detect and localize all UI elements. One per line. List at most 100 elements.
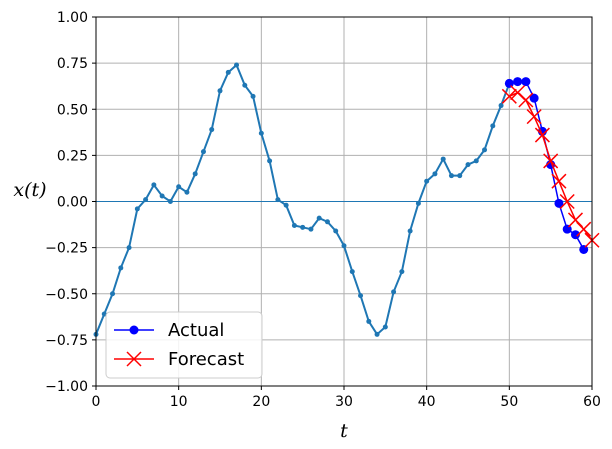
data-point-input — [184, 189, 190, 195]
data-point-input — [258, 130, 264, 136]
data-point-forecast — [551, 173, 567, 189]
data-point-input — [324, 219, 330, 225]
data-point-input — [498, 103, 504, 109]
data-point-forecast-stroke — [526, 109, 542, 125]
data-point-forecast-stroke — [543, 153, 559, 169]
data-point-input — [473, 158, 479, 164]
data-point-forecast — [559, 193, 575, 210]
x-axis-label: t — [340, 420, 348, 442]
legend-marker-forecast — [126, 351, 142, 367]
data-point-input — [250, 93, 256, 99]
data-point-forecast-stroke — [576, 221, 592, 237]
legend-marker-forecast-stroke — [126, 351, 142, 367]
data-point-input — [424, 178, 430, 184]
data-point-forecast-stroke — [534, 127, 550, 143]
x-tick-label: 20 — [252, 394, 270, 410]
data-point-input — [415, 200, 421, 206]
data-point-input — [275, 197, 281, 203]
series-group — [93, 62, 600, 337]
data-point-forecast — [501, 88, 517, 104]
y-tick-label: 0.50 — [57, 102, 88, 118]
legend: Actual Forecast — [105, 311, 263, 379]
data-point-input — [457, 173, 463, 179]
data-point-input — [151, 182, 157, 188]
data-point-input — [308, 226, 314, 232]
data-point-forecast-stroke — [551, 173, 567, 189]
x-tick-label: 50 — [500, 394, 518, 410]
data-point-forecast — [576, 221, 592, 237]
legend-marker-actual — [129, 325, 139, 335]
data-point-input — [143, 197, 149, 203]
data-point-input — [126, 245, 132, 251]
data-point-input — [482, 147, 488, 153]
data-point-input — [192, 171, 198, 177]
data-point-forecast-stroke — [501, 88, 517, 104]
data-point-input — [432, 171, 438, 177]
data-point-input — [234, 62, 240, 68]
data-point-forecast-stroke — [559, 193, 575, 210]
x-tick-label: 0 — [92, 394, 101, 410]
data-point-actual — [554, 198, 564, 208]
data-point-actual — [513, 77, 523, 87]
data-point-input — [440, 156, 446, 162]
data-point-input — [167, 199, 173, 204]
data-point-actual — [570, 230, 580, 240]
data-point-input — [242, 82, 248, 88]
data-point-input — [448, 173, 454, 179]
y-tick-label: −0.75 — [45, 333, 88, 349]
data-point-input — [134, 206, 140, 212]
data-point-input — [341, 243, 347, 249]
data-point-actual — [529, 93, 539, 103]
data-point-input — [200, 149, 206, 155]
y-tick-label: 0.75 — [57, 56, 88, 72]
data-point-input — [399, 269, 405, 275]
data-point-input — [110, 291, 116, 297]
data-point-input — [225, 69, 231, 75]
legend-label-actual: Actual — [168, 320, 224, 341]
data-point-forecast-stroke — [510, 85, 526, 101]
x-tick-label: 60 — [583, 394, 601, 410]
data-point-input — [407, 228, 413, 234]
legend-item-forecast: Forecast — [114, 349, 244, 370]
y-tick-label: 1.00 — [57, 10, 88, 26]
legend-label-forecast: Forecast — [168, 349, 244, 370]
x-tick-label: 10 — [170, 394, 188, 410]
legend-box — [105, 311, 263, 379]
data-point-input — [366, 318, 372, 324]
data-point-input — [101, 311, 107, 317]
x-tick-label: 40 — [418, 394, 436, 410]
y-axis-label: x(t) — [13, 179, 46, 201]
data-point-input — [391, 289, 397, 295]
y-tick-label: −1.00 — [45, 379, 88, 395]
data-point-input — [217, 88, 223, 94]
data-point-input — [267, 158, 273, 164]
tick-group: 0 10 20 30 40 50 60 1.00 0.75 0.50 0.25 0.00 −0.25 −0… — [45, 10, 601, 410]
series-input — [93, 62, 512, 337]
data-point-input — [465, 162, 471, 168]
y-tick-label: 0.25 — [57, 148, 88, 164]
data-point-input — [349, 269, 355, 275]
data-point-forecast-stroke — [567, 212, 583, 228]
data-point-forecast — [534, 127, 550, 143]
series-forecast — [501, 85, 600, 248]
data-point-forecast — [518, 92, 534, 108]
y-tick-label: −0.50 — [45, 287, 88, 303]
data-point-forecast-stroke — [518, 92, 534, 108]
data-point-input — [316, 215, 322, 221]
y-tick-label: 0.00 — [57, 195, 88, 211]
data-point-input — [382, 324, 388, 330]
data-point-input — [291, 222, 297, 228]
data-point-input — [333, 228, 339, 234]
data-point-input — [209, 127, 215, 133]
data-point-input — [374, 331, 380, 337]
x-tick-label: 30 — [335, 394, 353, 410]
y-tick-label: −0.25 — [45, 241, 88, 257]
data-point-actual — [521, 77, 531, 87]
data-point-input — [358, 293, 364, 299]
data-point-input — [283, 202, 289, 208]
data-point-input — [176, 184, 182, 190]
data-point-input — [490, 123, 496, 129]
data-point-input — [159, 193, 165, 199]
data-point-input — [118, 265, 124, 271]
legend-item-actual: Actual — [114, 320, 224, 341]
